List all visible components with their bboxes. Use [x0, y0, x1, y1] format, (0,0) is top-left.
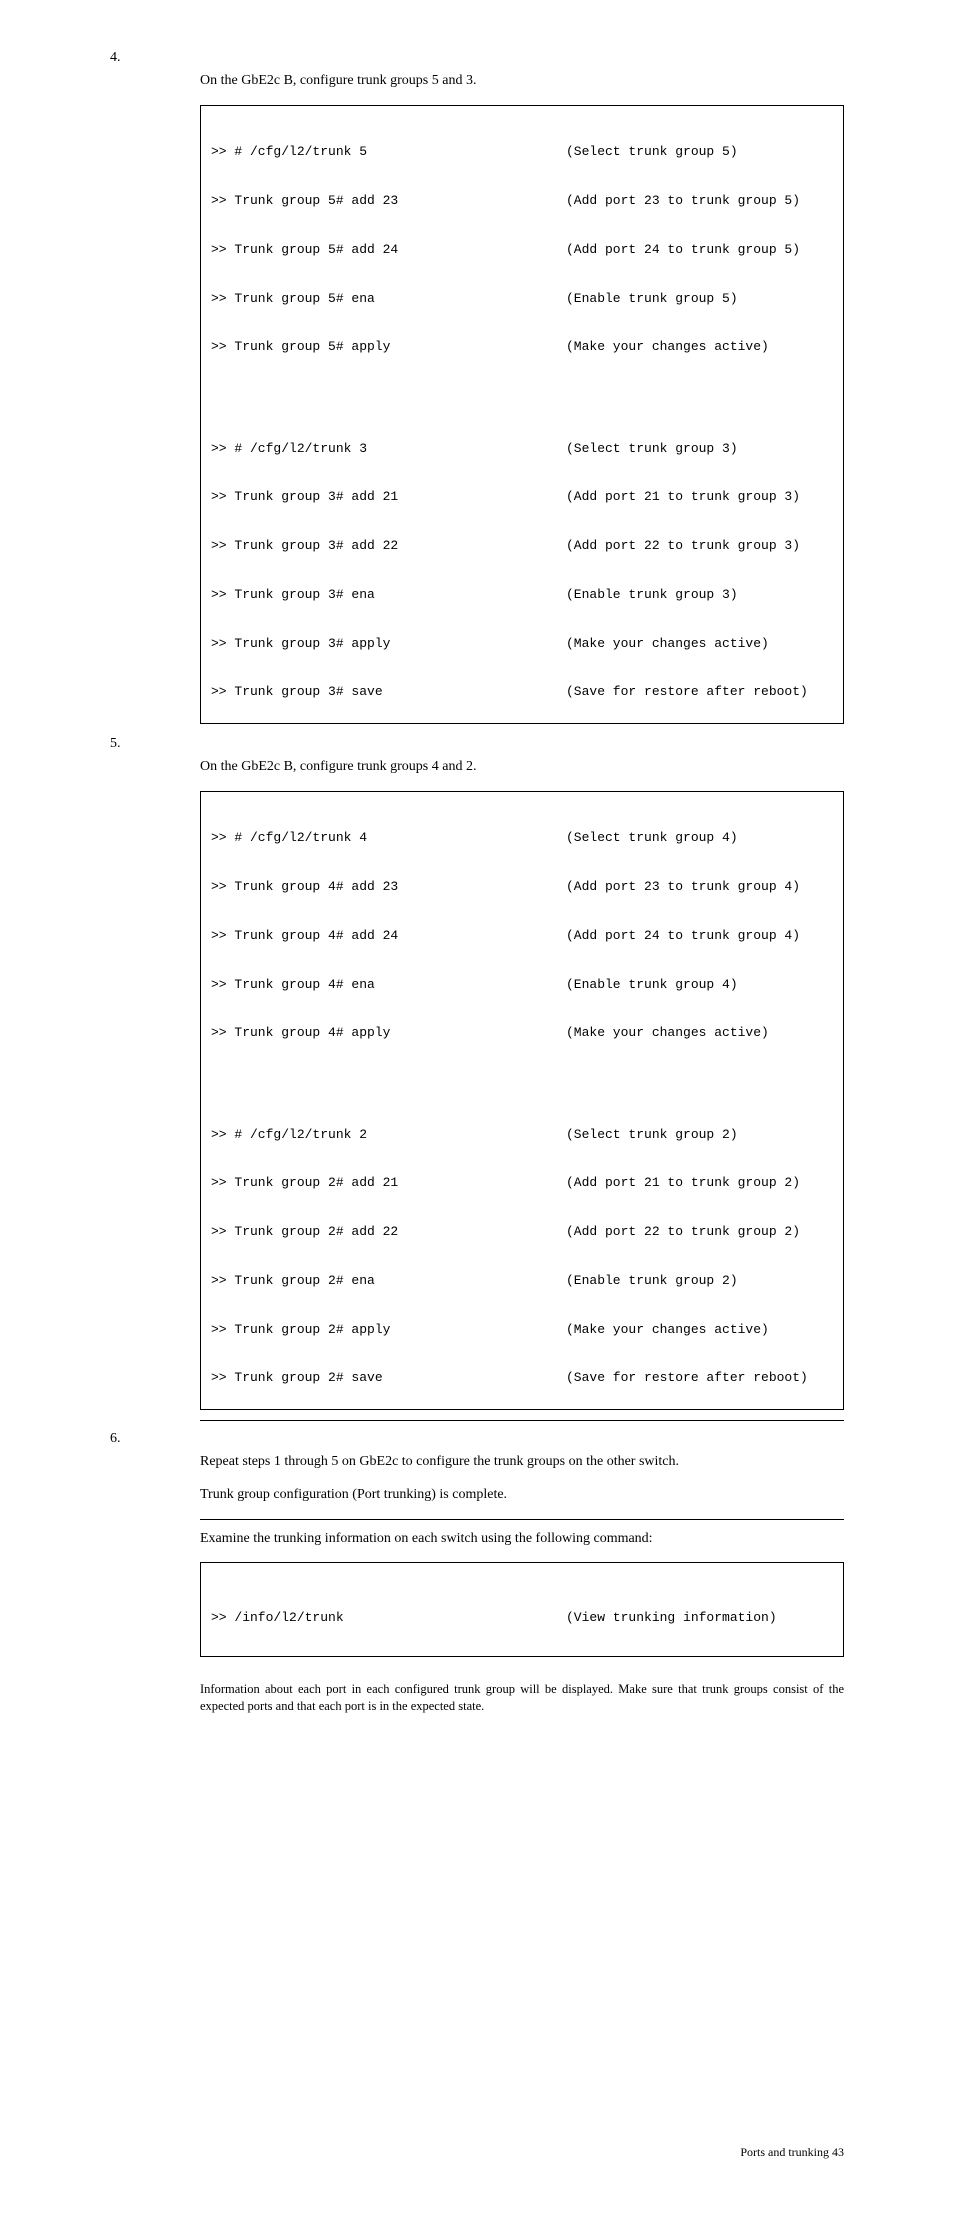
- page-footer: Ports and trunking 43: [110, 2145, 844, 2160]
- code-cmd: >> /info/l2/trunk: [211, 1610, 566, 1626]
- code-cmd: >> Trunk group 3# save: [211, 684, 566, 700]
- code-desc: (Add port 23 to trunk group 4): [566, 879, 833, 895]
- code-cmd: >> # /cfg/l2/trunk 2: [211, 1127, 566, 1143]
- code-cmd: >> Trunk group 3# ena: [211, 587, 566, 603]
- code-desc: (Make your changes active): [566, 636, 833, 652]
- separator: [200, 1519, 844, 1520]
- step5-label: 5.: [110, 736, 844, 752]
- step6-codebox: >> /info/l2/trunk(View trunking informat…: [200, 1562, 844, 1657]
- code-desc: (Add port 21 to trunk group 3): [566, 489, 833, 505]
- step4-codebox: >> # /cfg/l2/trunk 5(Select trunk group …: [200, 105, 844, 724]
- step6-label: 6.: [110, 1431, 844, 1447]
- code-cmd: >> Trunk group 4# add 24: [211, 928, 566, 944]
- code-cmd: >> Trunk group 5# apply: [211, 339, 566, 355]
- code-cmd: >> Trunk group 4# add 23: [211, 879, 566, 895]
- code-cmd: >> Trunk group 5# add 24: [211, 242, 566, 258]
- code-cmd: >> Trunk group 2# add 21: [211, 1175, 566, 1191]
- step4-text: On the GbE2c B, configure trunk groups 5…: [200, 72, 844, 91]
- code-desc: (Select trunk group 4): [566, 830, 833, 846]
- code-desc: (Select trunk group 2): [566, 1127, 833, 1143]
- code-desc: (Make your changes active): [566, 1322, 833, 1338]
- code-cmd: >> Trunk group 4# apply: [211, 1025, 566, 1041]
- code-cmd: >> Trunk group 2# save: [211, 1370, 566, 1386]
- step5-codebox: >> # /cfg/l2/trunk 4(Select trunk group …: [200, 791, 844, 1410]
- code-cmd: >> Trunk group 3# add 21: [211, 489, 566, 505]
- code-desc: (Add port 22 to trunk group 3): [566, 538, 833, 554]
- code-cmd: >> Trunk group 2# apply: [211, 1322, 566, 1338]
- code-desc: (Save for restore after reboot): [566, 1370, 833, 1386]
- code-cmd: >> Trunk group 2# ena: [211, 1273, 566, 1289]
- code-desc: (Add port 24 to trunk group 5): [566, 242, 833, 258]
- code-desc: (Enable trunk group 3): [566, 587, 833, 603]
- code-cmd: >> Trunk group 3# apply: [211, 636, 566, 652]
- code-desc: (Save for restore after reboot): [566, 684, 833, 700]
- code-desc: (Make your changes active): [566, 339, 833, 355]
- step4-label: 4.: [110, 50, 844, 66]
- step6-text3: Examine the trunking information on each…: [200, 1530, 844, 1549]
- code-desc: (Add port 21 to trunk group 2): [566, 1175, 833, 1191]
- footer-left: Ports and trunking 43: [740, 2145, 844, 2160]
- code-cmd: >> Trunk group 5# add 23: [211, 193, 566, 209]
- code-desc: (Enable trunk group 5): [566, 291, 833, 307]
- code-desc: (Add port 24 to trunk group 4): [566, 928, 833, 944]
- code-desc: (Enable trunk group 2): [566, 1273, 833, 1289]
- step6-text2: Trunk group configuration (Port trunking…: [200, 1486, 844, 1505]
- code-cmd: >> Trunk group 5# ena: [211, 291, 566, 307]
- code-cmd: >> Trunk group 3# add 22: [211, 538, 566, 554]
- code-desc: (Make your changes active): [566, 1025, 833, 1041]
- code-desc: (View trunking information): [566, 1610, 833, 1626]
- step6-text1: Repeat steps 1 through 5 on GbE2c to con…: [200, 1453, 844, 1472]
- separator: [200, 1420, 844, 1421]
- code-cmd: >> # /cfg/l2/trunk 3: [211, 441, 566, 457]
- code-desc: (Select trunk group 5): [566, 144, 833, 160]
- code-cmd: >> Trunk group 2# add 22: [211, 1224, 566, 1240]
- code-desc: (Add port 23 to trunk group 5): [566, 193, 833, 209]
- code-desc: (Enable trunk group 4): [566, 977, 833, 993]
- code-cmd: >> Trunk group 4# ena: [211, 977, 566, 993]
- code-desc: (Select trunk group 3): [566, 441, 833, 457]
- step5-text: On the GbE2c B, configure trunk groups 4…: [200, 758, 844, 777]
- code-desc: (Add port 22 to trunk group 2): [566, 1224, 833, 1240]
- code-cmd: >> # /cfg/l2/trunk 4: [211, 830, 566, 846]
- step6-note: Information about each port in each conf…: [200, 1681, 844, 1715]
- code-cmd: >> # /cfg/l2/trunk 5: [211, 144, 566, 160]
